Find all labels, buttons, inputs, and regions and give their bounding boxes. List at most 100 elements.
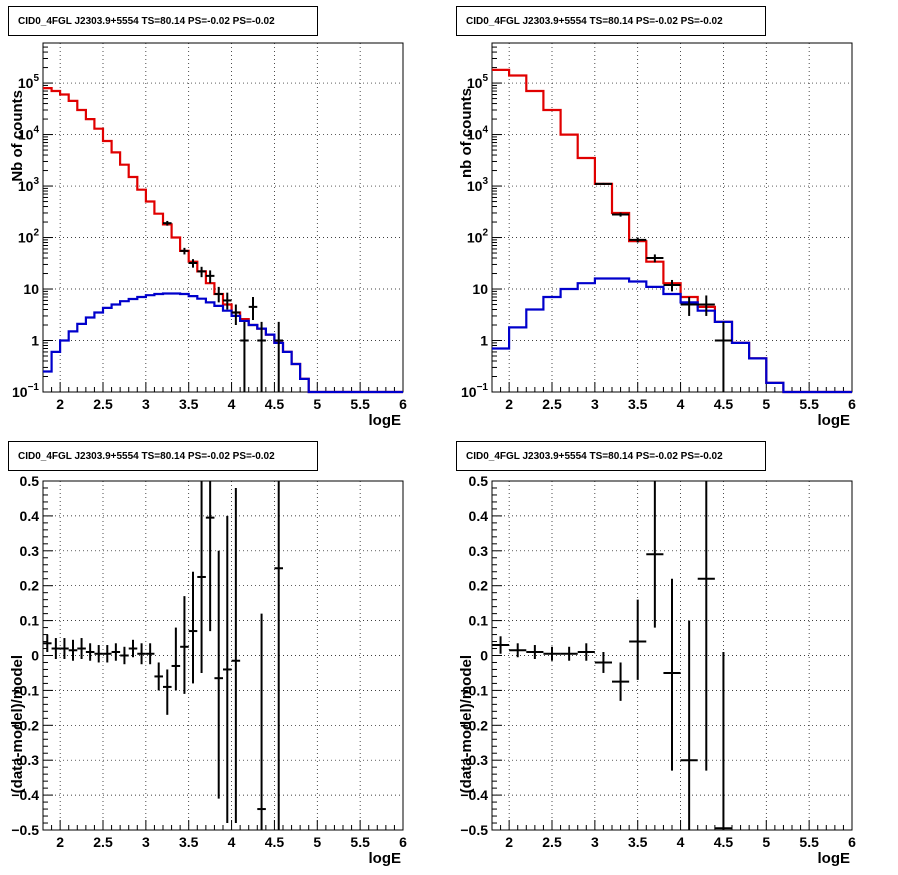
x-tick-label: 3 [591, 834, 599, 850]
chart-title-box: CID0_4FGL J2303.9+5554 TS=80.14 PS=-0.02… [8, 441, 318, 471]
x-tick-label: 6 [848, 396, 856, 412]
x-tick-label: 4 [228, 396, 236, 412]
ticks [491, 42, 853, 393]
y-tick-label: 0.3 [469, 543, 489, 559]
y-tick-label: −0.2 [460, 717, 488, 733]
y-tick-label: 0.4 [20, 508, 40, 524]
title-frame [8, 6, 318, 36]
y-tick-label: 0.2 [20, 578, 40, 594]
chart-4: CID0_4FGL J2303.9+5554 TS=80.14 PS=-0.02… [456, 441, 856, 867]
tick-base: 10 [18, 127, 34, 143]
tick-exponent: 5 [482, 73, 488, 84]
y-tick-label: 102 [467, 228, 489, 246]
data-point [492, 636, 510, 654]
y-tick-label: 0 [480, 648, 488, 664]
data-point [188, 571, 198, 684]
y-tick-label: 0.5 [469, 473, 489, 489]
data-point [560, 646, 578, 661]
x-axis-title: logE [818, 412, 851, 429]
data-points [594, 182, 732, 392]
x-tick-label: 3 [142, 834, 150, 850]
y-tick-label: 105 [18, 73, 40, 91]
x-tick-label: 5.5 [350, 396, 370, 412]
data-point [205, 270, 215, 284]
y-tick-label: 10 [23, 281, 39, 297]
chart-title: CID0_4FGL J2303.9+5554 TS=80.14 PS=-0.02… [466, 16, 723, 27]
tick-exponent: 5 [33, 73, 39, 84]
y-tick-label: 0.1 [469, 613, 489, 629]
x-tick-label: 6 [848, 834, 856, 850]
data-point [180, 596, 189, 694]
data-point [154, 662, 163, 691]
x-tick-label: 4 [677, 834, 685, 850]
data-point [163, 220, 172, 226]
grid [492, 43, 852, 392]
x-tick-label: 2 [56, 396, 64, 412]
x-tick-label: 3.5 [179, 834, 199, 850]
data-point [223, 515, 232, 824]
data-point [509, 643, 527, 658]
y-tick-label: 103 [467, 176, 489, 194]
x-tick-label: 4.5 [714, 396, 734, 412]
x-tick-label: 5.5 [350, 834, 370, 850]
data-point [60, 638, 69, 659]
x-tick-label: 5 [313, 834, 321, 850]
data-point [214, 286, 223, 303]
data-point [120, 646, 129, 665]
y-tick-label: −0.4 [11, 787, 39, 803]
y-tick-label: −0.1 [11, 682, 39, 698]
y-tick-label: 10 [472, 281, 488, 297]
x-tick-label: 5 [313, 396, 321, 412]
y-axis-title: nb of counts [458, 88, 475, 178]
chart-title-box: CID0_4FGL J2303.9+5554 TS=80.14 PS=-0.02… [8, 6, 318, 36]
tick-exponent: 4 [482, 125, 488, 136]
data-point [526, 645, 544, 659]
y-tick-label: −0.4 [460, 787, 488, 803]
chart-3: CID0_4FGL J2303.9+5554 TS=80.14 PS=-0.02… [8, 441, 407, 867]
data-point [85, 643, 95, 661]
x-tick-label: 6 [399, 834, 407, 850]
x-tick-label: 5.5 [799, 396, 819, 412]
data-point [68, 639, 78, 661]
title-frame [456, 6, 766, 36]
data-point [111, 643, 121, 661]
data-point [274, 321, 283, 392]
tick-base: 10 [461, 384, 477, 400]
data-point [680, 296, 698, 316]
y-tick-label: 104 [467, 125, 489, 143]
title-frame [8, 441, 318, 471]
y-axis-title: (data-model)/model [458, 655, 475, 793]
chart-title: CID0_4FGL J2303.9+5554 TS=80.14 PS=-0.02… [18, 451, 275, 462]
plot-frame [42, 42, 404, 393]
data-point [223, 292, 232, 310]
series-model-total [43, 87, 403, 394]
y-tick-label: 10−1 [461, 382, 488, 400]
data-point [145, 643, 155, 665]
tick-exponent: 3 [33, 176, 39, 187]
data-point [577, 643, 595, 661]
y-tick-label: −0.1 [460, 682, 488, 698]
x-tick-label: 5 [762, 834, 770, 850]
x-tick-label: 3 [591, 396, 599, 412]
y-tick-label: 105 [467, 73, 489, 91]
data-point [137, 643, 146, 665]
tick-base: 10 [12, 384, 28, 400]
data-point [594, 182, 612, 185]
y-tick-label: 0.5 [20, 473, 40, 489]
tick-base: 10 [18, 75, 34, 91]
x-tick-label: 3.5 [628, 834, 648, 850]
chart-1: CID0_4FGL J2303.9+5554 TS=80.14 PS=-0.02… [8, 6, 407, 429]
y-tick-label: 0.1 [20, 613, 40, 629]
y-tick-label: 104 [18, 125, 40, 143]
data-points [163, 220, 283, 392]
chart-title: CID0_4FGL J2303.9+5554 TS=80.14 PS=-0.02… [466, 451, 723, 462]
chart-title-box: CID0_4FGL J2303.9+5554 TS=80.14 PS=-0.02… [456, 441, 766, 471]
data-point [188, 259, 198, 268]
data-point [231, 487, 241, 824]
y-tick-label: 10−1 [12, 382, 39, 400]
data-point [43, 634, 52, 653]
tick-exponent: 2 [33, 228, 39, 239]
x-tick-label: 4.5 [714, 834, 734, 850]
data-point [231, 304, 241, 326]
x-axis-title: logE [369, 850, 402, 867]
